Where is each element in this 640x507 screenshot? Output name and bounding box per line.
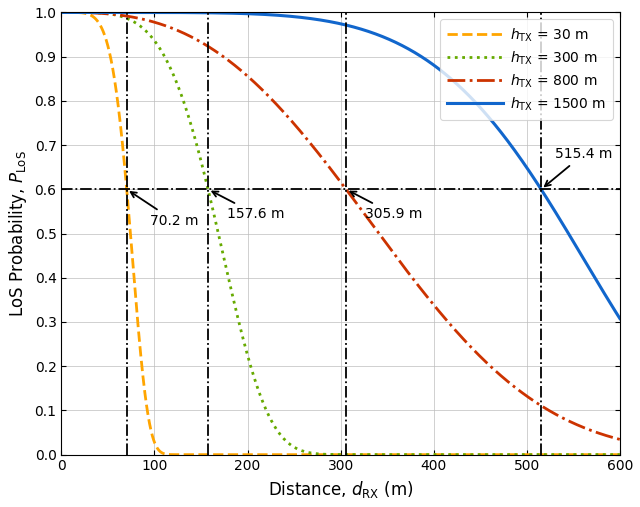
$h_{\mathrm{TX}}$ = 30 m	[271, 452, 278, 458]
$h_{\mathrm{TX}}$ = 800 m	[420, 291, 428, 297]
X-axis label: Distance, $d_{\mathrm{RX}}$ (m): Distance, $d_{\mathrm{RX}}$ (m)	[268, 479, 413, 500]
Line: $h_{\mathrm{TX}}$ = 800 m: $h_{\mathrm{TX}}$ = 800 m	[61, 13, 620, 440]
$h_{\mathrm{TX}}$ = 1500 m	[58, 10, 65, 16]
$h_{\mathrm{TX}}$ = 30 m	[517, 452, 525, 458]
$h_{\mathrm{TX}}$ = 300 m	[58, 10, 65, 16]
$h_{\mathrm{TX}}$ = 30 m	[303, 452, 311, 458]
$h_{\mathrm{TX}}$ = 800 m	[392, 254, 400, 260]
$h_{\mathrm{TX}}$ = 30 m	[159, 450, 166, 456]
$h_{\mathrm{TX}}$ = 300 m	[392, 452, 400, 458]
$h_{\mathrm{TX}}$ = 1500 m	[159, 10, 166, 16]
$h_{\mathrm{TX}}$ = 1500 m	[392, 40, 400, 46]
$h_{\mathrm{TX}}$ = 1500 m	[516, 156, 524, 162]
$h_{\mathrm{TX}}$ = 800 m	[58, 10, 65, 16]
Text: 305.9 m: 305.9 m	[350, 192, 422, 221]
Line: $h_{\mathrm{TX}}$ = 300 m: $h_{\mathrm{TX}}$ = 300 m	[61, 13, 620, 455]
$h_{\mathrm{TX}}$ = 30 m	[616, 452, 624, 458]
$h_{\mathrm{TX}}$ = 300 m	[616, 452, 624, 458]
$h_{\mathrm{TX}}$ = 30 m	[392, 452, 400, 458]
$h_{\mathrm{TX}}$ = 300 m	[420, 452, 428, 458]
$h_{\mathrm{TX}}$ = 800 m	[271, 99, 278, 105]
$h_{\mathrm{TX}}$ = 1500 m	[420, 56, 428, 62]
Line: $h_{\mathrm{TX}}$ = 30 m: $h_{\mathrm{TX}}$ = 30 m	[61, 13, 620, 455]
Line: $h_{\mathrm{TX}}$ = 1500 m: $h_{\mathrm{TX}}$ = 1500 m	[61, 13, 620, 318]
$h_{\mathrm{TX}}$ = 300 m	[271, 423, 278, 429]
$h_{\mathrm{TX}}$ = 300 m	[474, 452, 482, 458]
$h_{\mathrm{TX}}$ = 800 m	[516, 388, 524, 394]
$h_{\mathrm{TX}}$ = 800 m	[474, 351, 482, 357]
Text: 515.4 m: 515.4 m	[545, 148, 612, 186]
$h_{\mathrm{TX}}$ = 800 m	[159, 22, 166, 28]
Text: 157.6 m: 157.6 m	[212, 192, 285, 221]
$h_{\mathrm{TX}}$ = 1500 m	[616, 315, 624, 321]
$h_{\mathrm{TX}}$ = 300 m	[516, 452, 524, 458]
$h_{\mathrm{TX}}$ = 800 m	[616, 437, 624, 443]
Legend: $h_{\mathrm{TX}}$ = 30 m, $h_{\mathrm{TX}}$ = 300 m, $h_{\mathrm{TX}}$ = 800 m, : $h_{\mathrm{TX}}$ = 30 m, $h_{\mathrm{TX…	[440, 19, 613, 120]
Y-axis label: LoS Probability, $P_{\mathrm{LoS}}$: LoS Probability, $P_{\mathrm{LoS}}$	[7, 150, 29, 317]
$h_{\mathrm{TX}}$ = 1500 m	[474, 102, 482, 108]
Text: 70.2 m: 70.2 m	[131, 192, 198, 228]
$h_{\mathrm{TX}}$ = 30 m	[58, 10, 65, 16]
$h_{\mathrm{TX}}$ = 1500 m	[271, 12, 278, 18]
$h_{\mathrm{TX}}$ = 300 m	[159, 50, 166, 56]
$h_{\mathrm{TX}}$ = 30 m	[421, 452, 429, 458]
$h_{\mathrm{TX}}$ = 30 m	[474, 452, 482, 458]
